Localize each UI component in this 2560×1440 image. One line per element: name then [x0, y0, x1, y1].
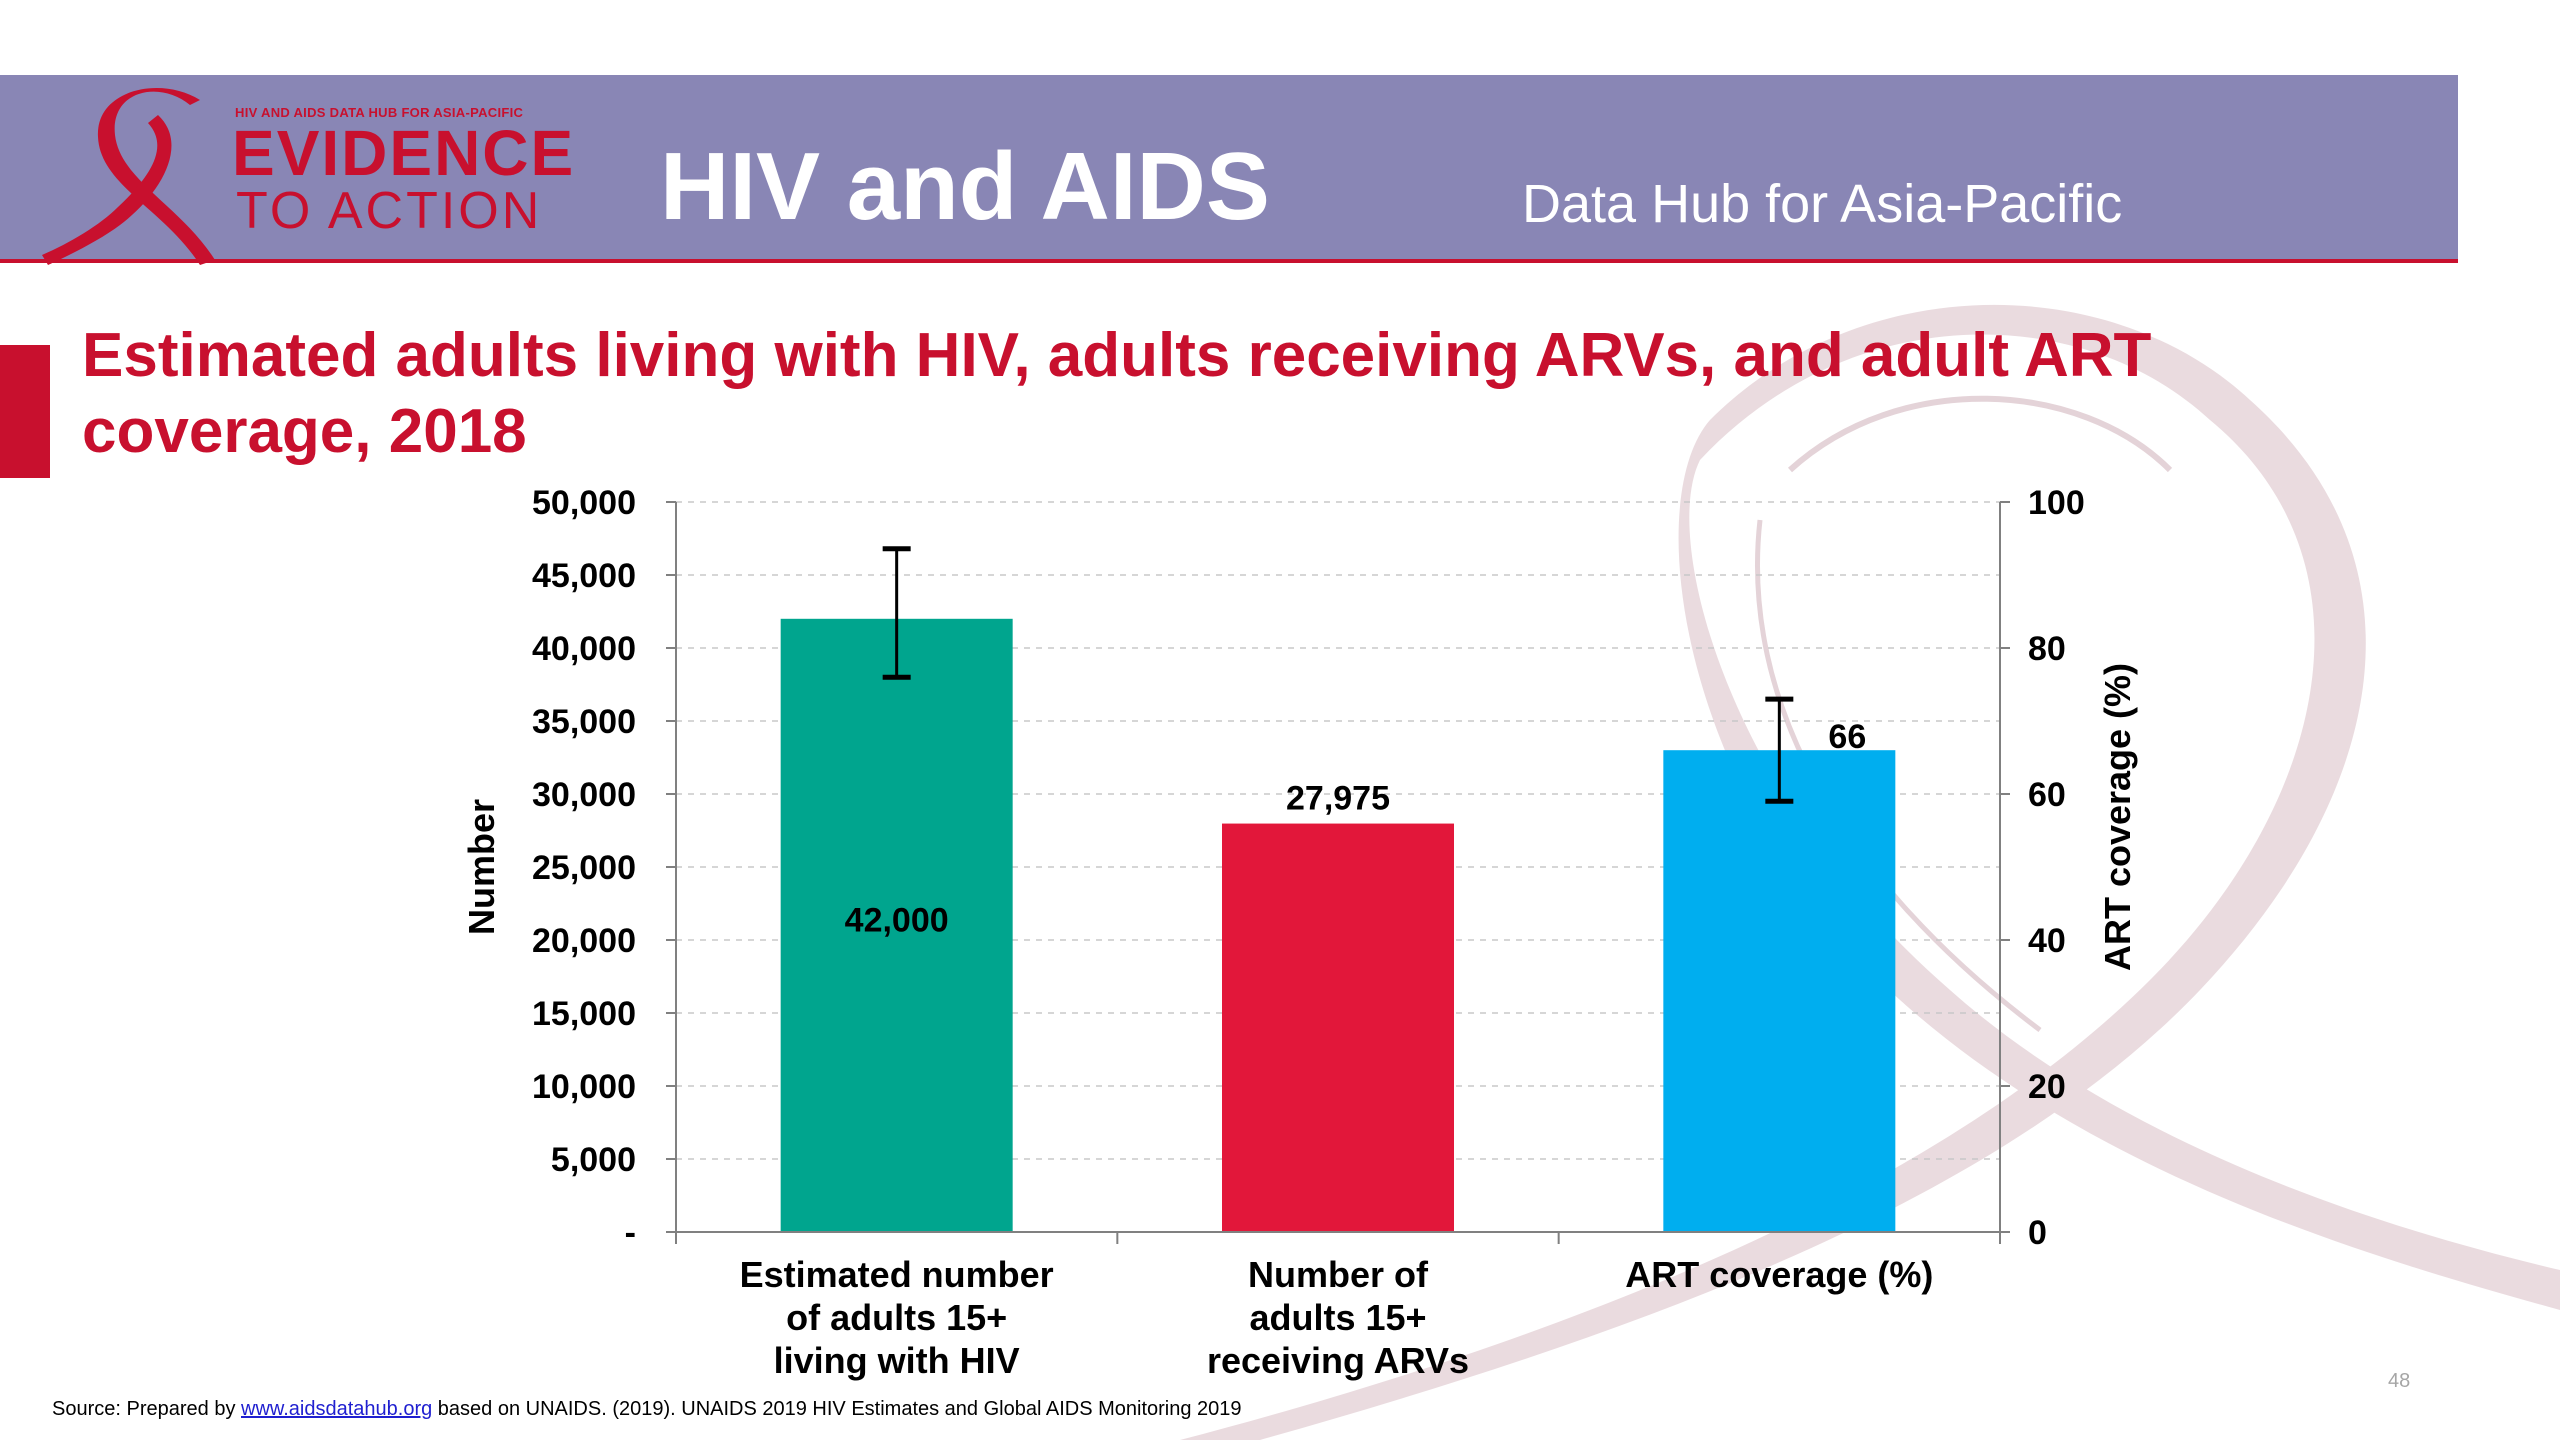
data-label: 42,000	[845, 902, 949, 940]
evidence-to-action-logo: HIV AND AIDS DATA HUB FOR ASIA-PACIFIC E…	[40, 85, 620, 265]
red-ribbon-icon	[42, 88, 215, 265]
x-category-label: adults 15+	[1249, 1297, 1426, 1338]
y-right-tick-label: 100	[2028, 484, 2085, 522]
x-category-label: Estimated number	[740, 1254, 1054, 1295]
y-right-tick-label: 40	[2028, 922, 2066, 960]
y-left-tick-label: 20,000	[532, 922, 636, 960]
data-label: 27,975	[1286, 780, 1390, 818]
bar	[1222, 823, 1454, 1232]
header-subtitle: Data Hub for Asia-Pacific	[1522, 174, 2123, 234]
y-left-tick-label: 40,000	[532, 630, 636, 668]
y-left-axis-title: Number	[461, 799, 502, 935]
y-left-tick-label: 45,000	[532, 557, 636, 595]
page-number: 48	[2388, 1370, 2411, 1392]
logo-to-action-text: TO ACTION	[236, 182, 543, 240]
bar	[1663, 750, 1896, 1232]
x-category-label: receiving ARVs	[1207, 1340, 1469, 1381]
bar	[780, 618, 1013, 1232]
y-right-tick-label: 0	[2028, 1214, 2047, 1252]
y-left-tick-label: 35,000	[532, 703, 636, 741]
source-link[interactable]: www.aidsdatahub.org	[241, 1398, 433, 1420]
y-left-tick-label: 50,000	[532, 484, 636, 522]
y-right-tick-label: 80	[2028, 630, 2066, 668]
x-category-label: living with HIV	[774, 1340, 1020, 1381]
data-label: 66	[1828, 718, 1866, 756]
x-category-label: ART coverage (%)	[1625, 1254, 1933, 1295]
header-title: HIV and AIDS	[660, 133, 1270, 240]
y-right-tick-label: 20	[2028, 1068, 2066, 1106]
y-left-tick-label: 30,000	[532, 776, 636, 814]
source-note: Source: Prepared by www.aidsdatahub.org …	[52, 1398, 1242, 1421]
source-suffix: based on UNAIDS. (2019). UNAIDS 2019 HIV…	[437, 1398, 1242, 1420]
y-left-tick-label: -	[625, 1214, 636, 1252]
y-left-tick-label: 25,000	[532, 849, 636, 887]
y-left-tick-label: 5,000	[551, 1141, 636, 1179]
title-marker	[0, 345, 50, 478]
header-banner: HIV AND AIDS DATA HUB FOR ASIA-PACIFIC E…	[0, 75, 2458, 265]
y-left-tick-label: 10,000	[532, 1068, 636, 1106]
y-right-axis-title: ART coverage (%)	[2097, 663, 2138, 971]
y-left-tick-label: 15,000	[532, 995, 636, 1033]
logo-tagline: HIV AND AIDS DATA HUB FOR ASIA-PACIFIC	[235, 105, 524, 120]
source-prefix: Source: Prepared by	[52, 1398, 236, 1420]
y-right-tick-label: 60	[2028, 776, 2066, 814]
logo-evidence-text: EVIDENCE	[232, 117, 576, 189]
x-category-label: of adults 15+	[786, 1297, 1007, 1338]
slide-title: Estimated adults living with HIV, adults…	[82, 321, 2152, 466]
x-category-label: Number of	[1248, 1254, 1429, 1295]
